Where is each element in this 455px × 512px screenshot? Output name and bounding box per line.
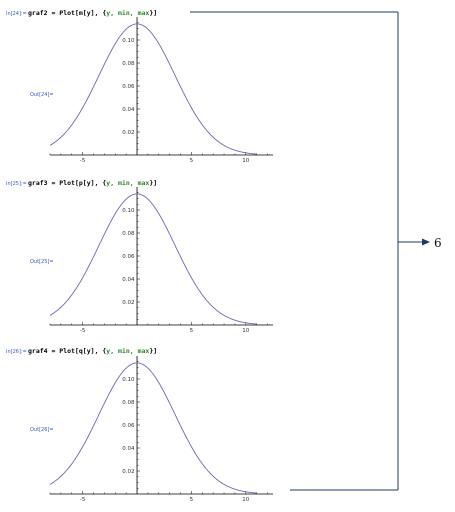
input-label: In[25]:=	[6, 181, 27, 187]
code-function: q[y]	[78, 347, 95, 355]
y-tick-label: 0.06	[122, 423, 135, 429]
y-tick-label: 0.10	[122, 208, 135, 214]
y-tick-label: 0.06	[122, 84, 135, 90]
x-tick-label: 10	[242, 497, 249, 503]
y-tick-label: 0.08	[122, 231, 135, 237]
x-tick-label: 5	[190, 158, 194, 164]
x-tick-label: 10	[242, 158, 249, 164]
plot-graf2[interactable]: -5 5 10 0.02 0.04 0.06 0.08 0.10	[0, 0, 300, 170]
notebook-cell-1: In[24]:= graf2 = Plot[m[y], {y, min, max…	[0, 0, 300, 170]
output-label: Out[26]=	[30, 427, 54, 433]
input-code[interactable]: graf4 = Plot[q[y], {y, min, max}]	[28, 347, 157, 355]
y-tick-label: 0.04	[122, 277, 135, 283]
y-tick-label: 0.04	[122, 107, 135, 113]
y-tick-label: 0.02	[122, 469, 134, 475]
code-args: y, min, max	[106, 9, 150, 17]
x-tick-label: -5	[80, 497, 86, 503]
y-tick-label: 0.04	[122, 446, 135, 452]
y-tick-label: 0.10	[122, 377, 135, 383]
y-tick-label: 0.02	[122, 130, 134, 136]
x-tick-label: -5	[80, 158, 86, 164]
y-tick-label: 0.08	[122, 400, 135, 406]
output-label: Out[25]=	[30, 259, 54, 265]
code-mid: , {	[94, 347, 107, 355]
x-tick-label: -5	[80, 328, 86, 334]
y-tick-label: 0.10	[122, 38, 135, 44]
y-tick-label: 0.08	[122, 61, 135, 67]
series-line	[49, 193, 257, 325]
input-label: In[26]:=	[6, 349, 27, 355]
code-args: y, min, max	[106, 347, 150, 355]
input-code[interactable]: graf2 = Plot[m[y], {y, min, max}]	[28, 9, 157, 17]
notebook-cell-2: In[25]:= graf3 = Plot[p[y], {y, min, max…	[0, 170, 300, 340]
y-tick-label: 0.06	[122, 254, 135, 260]
code-prefix: graf2 = Plot[	[28, 9, 79, 17]
series-line	[49, 362, 257, 494]
code-mid: , {	[94, 179, 107, 187]
plot-graf3[interactable]: -5 5 10 0.02 0.04 0.06 0.08 0.10	[0, 170, 300, 340]
notebook-cell-3: In[26]:= graf4 = Plot[q[y], {y, min, max…	[0, 339, 300, 509]
input-code[interactable]: graf3 = Plot[p[y], {y, min, max}]	[28, 179, 157, 187]
code-suffix: }]	[149, 179, 158, 187]
x-tick-label: 5	[190, 497, 194, 503]
code-function: m[y]	[78, 9, 95, 17]
plot-graf4[interactable]: -5 5 10 0.02 0.04 0.06 0.08 0.10	[0, 339, 300, 509]
code-args: y, min, max	[106, 179, 150, 187]
code-suffix: }]	[149, 9, 158, 17]
code-prefix: graf4 = Plot[	[28, 347, 79, 355]
input-label: In[24]:=	[6, 11, 27, 17]
code-function: p[y]	[78, 179, 95, 187]
y-tick-label: 0.02	[122, 300, 134, 306]
x-tick-label: 10	[242, 328, 249, 334]
result-label: 6	[434, 236, 442, 250]
code-suffix: }]	[149, 347, 158, 355]
output-label: Out[24]=	[30, 92, 54, 98]
series-line	[49, 23, 257, 155]
arrow-head-icon	[422, 238, 430, 246]
x-tick-label: 5	[190, 328, 194, 334]
code-prefix: graf3 = Plot[	[28, 179, 79, 187]
code-mid: , {	[94, 9, 107, 17]
